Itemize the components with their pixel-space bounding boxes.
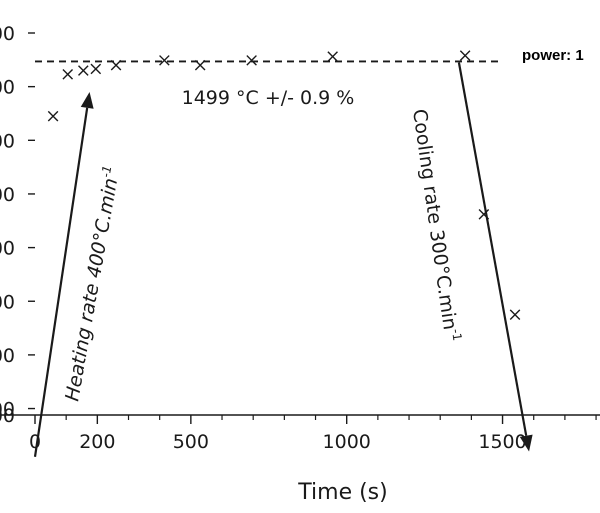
y-tick-label: 00 [0,405,15,427]
y-tick-label: 00 [0,291,15,313]
x-tick-label: 500 [173,431,209,453]
data-point-x-marker [110,59,122,71]
heating-annotation-main: Heating rate 400°C.min [61,176,122,402]
data-point-x-marker [459,50,471,61]
cooling-annotation-sup: -1 [449,328,465,342]
heating-arrow [33,92,94,457]
cooling-arrow-head [519,434,533,452]
rate-arrows [33,62,533,457]
x-tick-label: 1000 [323,431,371,453]
cooling-annotation-main: Cooling rate 300°C.min [408,108,461,332]
plateau-annotation: 1499 °C +/- 0.9 % [182,87,355,109]
data-point-x-marker [47,110,59,122]
data-point-x-marker [478,209,490,220]
cooling-arrow [457,62,533,452]
data-points [47,50,521,320]
x-tick-label: 200 [79,431,115,453]
data-point-x-marker [327,51,338,62]
data-point-x-marker [90,63,102,75]
y-tick-label: 00 [0,238,15,260]
x-axis: 0 200 500 1000 1500 [0,414,600,453]
y-tick-label: 00 [0,345,15,367]
data-point-x-marker [78,65,89,76]
svg-text:Cooling rate 300°C.min-1: Cooling rate 300°C.min-1 [408,107,464,343]
y-tick-label: 00 [0,23,15,45]
y-tick-label: 00 [0,77,15,99]
heating-annotation: Heating rate 400°C.min-1 [59,164,124,403]
heating-arrow-head [80,92,94,109]
y-axis: 000000000000000000 [0,23,35,427]
y-tick-label: 00 [0,130,15,152]
data-point-x-marker [509,309,521,320]
svg-text:Heating rate 400°C.min-1: Heating rate 400°C.min-1 [59,164,124,403]
cooling-arrow-shaft [457,62,528,436]
power-label: power: 1 [522,47,584,64]
x-axis-title: Time (s) [297,480,387,505]
heating-arrow-shaft [33,107,89,457]
heating-annotation-sup: -1 [99,164,115,178]
data-point-x-marker [194,59,206,71]
cooling-annotation: Cooling rate 300°C.min-1 [408,107,464,343]
x-tick-label: 1500 [478,431,526,453]
y-tick-label: 00 [0,184,15,206]
data-point-x-marker [159,55,170,66]
data-point-x-marker [246,55,257,66]
data-point-x-marker [62,69,74,80]
